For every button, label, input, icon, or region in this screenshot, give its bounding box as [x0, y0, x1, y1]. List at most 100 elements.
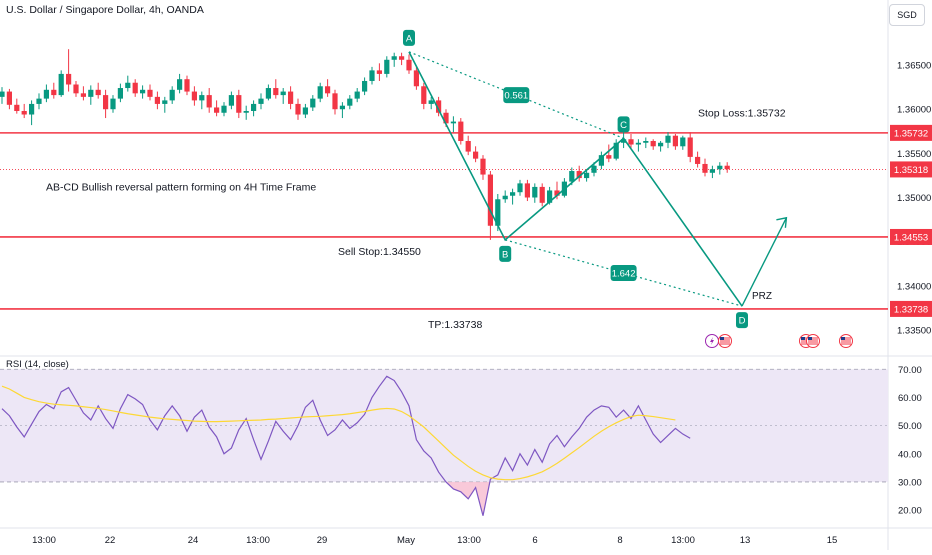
candle-body [680, 137, 686, 147]
flash-icon [705, 334, 719, 348]
candle-body [495, 199, 501, 226]
pattern-point-badge [403, 29, 415, 46]
candle-body [376, 70, 382, 74]
candle-body [273, 88, 279, 96]
candle-body [14, 104, 20, 111]
us-flag-icon [718, 334, 732, 348]
candle-body [665, 135, 671, 143]
candle-body [621, 139, 627, 143]
rsi-band [0, 369, 888, 482]
flash-icon-bolt [710, 337, 714, 345]
candle-body [0, 91, 5, 97]
pattern-point-badge [736, 312, 748, 329]
ratio-label-ac-badge [503, 87, 530, 104]
candle-body [177, 79, 183, 90]
candle-body [598, 155, 604, 166]
candle-body [295, 103, 301, 115]
price-axis-tick-label: 1.33500 [897, 325, 931, 336]
candle-body [302, 107, 308, 115]
candle-body [354, 91, 360, 99]
candle-body [199, 95, 205, 101]
pattern-point-label: D [739, 316, 746, 327]
pattern-point-badge [617, 116, 630, 133]
candle-body [635, 142, 641, 145]
candle-body [709, 169, 715, 173]
ratio-label-bd-badge [610, 264, 637, 281]
candle-body [132, 82, 138, 94]
rsi-axis-tick-label: 20.00 [898, 506, 922, 517]
pattern-point-label: C [620, 120, 627, 131]
projection-arrowhead [776, 216, 788, 228]
candle-body [584, 172, 590, 179]
candle-body [117, 88, 123, 99]
price-axis-label: 1.35318 [894, 165, 928, 176]
rsi-axis-tick-label: 50.00 [898, 421, 922, 432]
candle-body [103, 95, 109, 110]
price-axis-tick-label: 1.35000 [897, 193, 931, 204]
ratio-label-bd: 1.642 [612, 268, 636, 279]
time-axis-tick-label: 13:00 [671, 535, 695, 546]
time-axis-tick-label: 8 [617, 535, 622, 546]
pattern-point-c: C [617, 116, 630, 133]
time-axis-tick-label: 29 [317, 535, 328, 546]
candle-body [428, 100, 434, 104]
currency-button[interactable]: SGD [889, 4, 925, 26]
price-axis-label: 1.34553 [894, 232, 928, 243]
candle-body [606, 155, 612, 159]
candle-body [406, 59, 412, 71]
price-axis-label-bg [890, 161, 932, 178]
candle-body [384, 59, 390, 74]
time-axis-tick-label: 13:00 [246, 535, 270, 546]
rsi-axis-tick-label: 30.00 [898, 477, 922, 488]
candle-body [724, 165, 730, 170]
candle-body [184, 79, 190, 92]
candle-body [473, 151, 479, 159]
candle-body [251, 103, 257, 111]
candle-body [169, 89, 175, 101]
rsi-axis-tick-label: 60.00 [898, 393, 922, 404]
rsi-legend-label: RSI (14, close) [6, 359, 69, 370]
candle-body [443, 112, 449, 124]
candle-body [88, 89, 94, 97]
candle-body [258, 98, 264, 104]
time-axis-tick-label: 13:00 [457, 535, 481, 546]
projection-arrow-line [741, 217, 788, 307]
candle-body [147, 89, 153, 97]
price-axis-tick-label: 1.35500 [897, 149, 931, 160]
candle-body [21, 110, 27, 115]
candle-body [214, 107, 220, 113]
candle-body [702, 163, 708, 173]
candle-body [436, 100, 442, 113]
candle-body [58, 73, 64, 96]
sell-stop-text: Sell Stop:1.34550 [338, 246, 421, 258]
us-flag-icon [839, 334, 853, 348]
price-axis-label: 1.33738 [894, 304, 928, 315]
candle-body [695, 156, 701, 164]
candle-body [221, 105, 227, 113]
candle-body [487, 174, 493, 226]
flag-icon-ring [839, 334, 853, 348]
candle-body [140, 89, 146, 94]
us-flag-icon [806, 334, 820, 348]
pattern-point-label: A [406, 33, 413, 44]
candle-body [458, 121, 464, 142]
time-axis-tick-label: 22 [105, 535, 116, 546]
candle-body [73, 84, 79, 94]
candle-body [332, 93, 338, 110]
candle-body [29, 103, 35, 115]
candle-body [532, 186, 538, 198]
candle-body [465, 141, 471, 152]
candle-body [643, 141, 649, 143]
candle-body [539, 186, 545, 203]
candle-body [162, 100, 168, 104]
prz-text: PRZ [752, 291, 772, 302]
price-axis-label-bg [890, 300, 932, 317]
candle-body [325, 86, 331, 94]
candle-body [154, 96, 160, 104]
candle-body [391, 56, 397, 60]
candle-body [480, 158, 486, 175]
candle-body [95, 89, 101, 96]
pattern-point-badge [499, 245, 512, 262]
